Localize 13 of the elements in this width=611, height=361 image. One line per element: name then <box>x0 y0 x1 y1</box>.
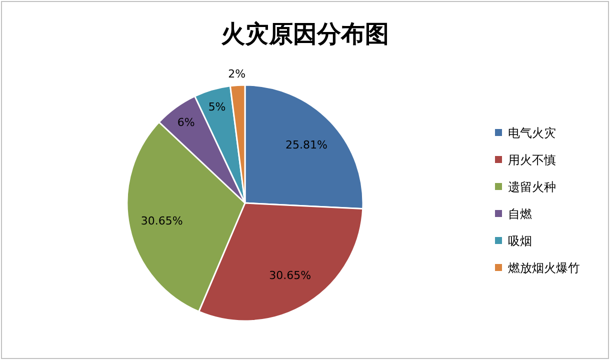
legend-label: 用火不慎 <box>508 153 556 167</box>
legend-label: 吸烟 <box>508 234 532 248</box>
data-label: 25.81% <box>286 138 328 152</box>
legend-label: 遗留火种 <box>508 180 556 194</box>
legend-label: 电气火灾 <box>508 126 556 140</box>
data-label: 30.65% <box>269 268 312 282</box>
data-label: 2% <box>228 67 246 80</box>
data-label: 6% <box>177 116 195 129</box>
legend-label: 燃放烟火爆竹 <box>508 261 580 275</box>
chart-title: 火灾原因分布图 <box>220 20 389 48</box>
data-label: 5% <box>208 100 226 114</box>
legend-label: 自燃 <box>508 207 532 221</box>
data-label: 30.65% <box>140 214 183 228</box>
